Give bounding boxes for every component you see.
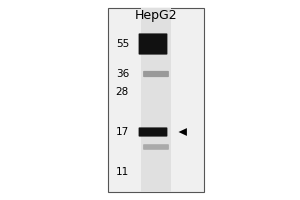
- Bar: [108, 8, 204, 192]
- Text: HepG2: HepG2: [135, 9, 177, 22]
- FancyBboxPatch shape: [143, 144, 169, 150]
- Bar: [141, 8, 171, 192]
- Text: 17: 17: [116, 127, 129, 137]
- Text: 36: 36: [116, 69, 129, 79]
- Text: 11: 11: [116, 167, 129, 177]
- FancyBboxPatch shape: [139, 33, 167, 55]
- FancyBboxPatch shape: [143, 71, 169, 77]
- Text: 28: 28: [116, 87, 129, 97]
- Text: 55: 55: [116, 39, 129, 49]
- Polygon shape: [178, 128, 187, 136]
- FancyBboxPatch shape: [139, 127, 167, 137]
